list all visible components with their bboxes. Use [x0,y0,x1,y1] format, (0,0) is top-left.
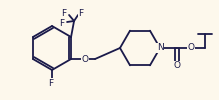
Text: F: F [62,8,67,18]
Text: F: F [60,18,65,28]
Text: F: F [78,8,84,18]
Text: F: F [48,78,54,88]
Text: O: O [81,55,88,64]
Text: O: O [173,62,180,70]
Text: N: N [157,44,163,52]
Text: O: O [187,44,194,52]
